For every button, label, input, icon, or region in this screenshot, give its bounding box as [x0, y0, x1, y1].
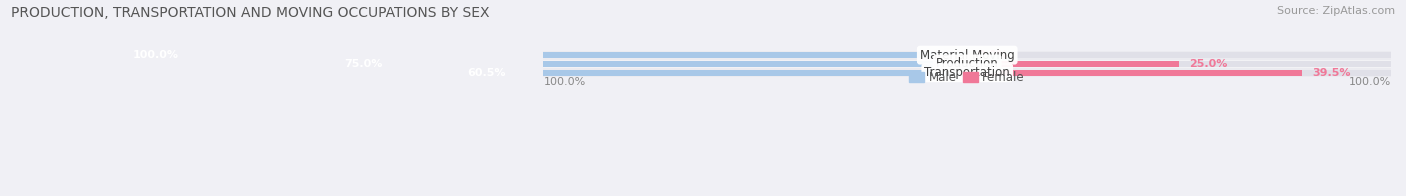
Text: Material Moving: Material Moving [920, 49, 1015, 62]
Bar [544, 68, 1391, 77]
Text: Production: Production [936, 57, 998, 71]
Bar [967, 70, 1302, 75]
Legend: Male, Female: Male, Female [905, 66, 1029, 89]
Text: 60.5%: 60.5% [467, 68, 506, 78]
Text: Source: ZipAtlas.com: Source: ZipAtlas.com [1277, 6, 1395, 16]
Bar [967, 61, 1180, 67]
Text: 25.0%: 25.0% [1189, 59, 1227, 69]
Text: PRODUCTION, TRANSPORTATION AND MOVING OCCUPATIONS BY SEX: PRODUCTION, TRANSPORTATION AND MOVING OC… [11, 6, 489, 20]
Text: 100.0%: 100.0% [132, 50, 179, 60]
Text: Transportation: Transportation [924, 66, 1010, 79]
Bar [544, 70, 1391, 75]
Text: 0.0%: 0.0% [977, 50, 1008, 60]
Bar [544, 51, 1391, 60]
Bar [120, 52, 967, 58]
Text: 100.0%: 100.0% [544, 77, 586, 87]
Text: 100.0%: 100.0% [1348, 77, 1391, 87]
Bar [332, 61, 967, 67]
Text: 75.0%: 75.0% [344, 59, 382, 69]
Bar [454, 70, 967, 75]
Bar [544, 52, 1391, 58]
Text: 39.5%: 39.5% [1312, 68, 1351, 78]
Bar [544, 61, 1391, 67]
Bar [544, 60, 1391, 68]
